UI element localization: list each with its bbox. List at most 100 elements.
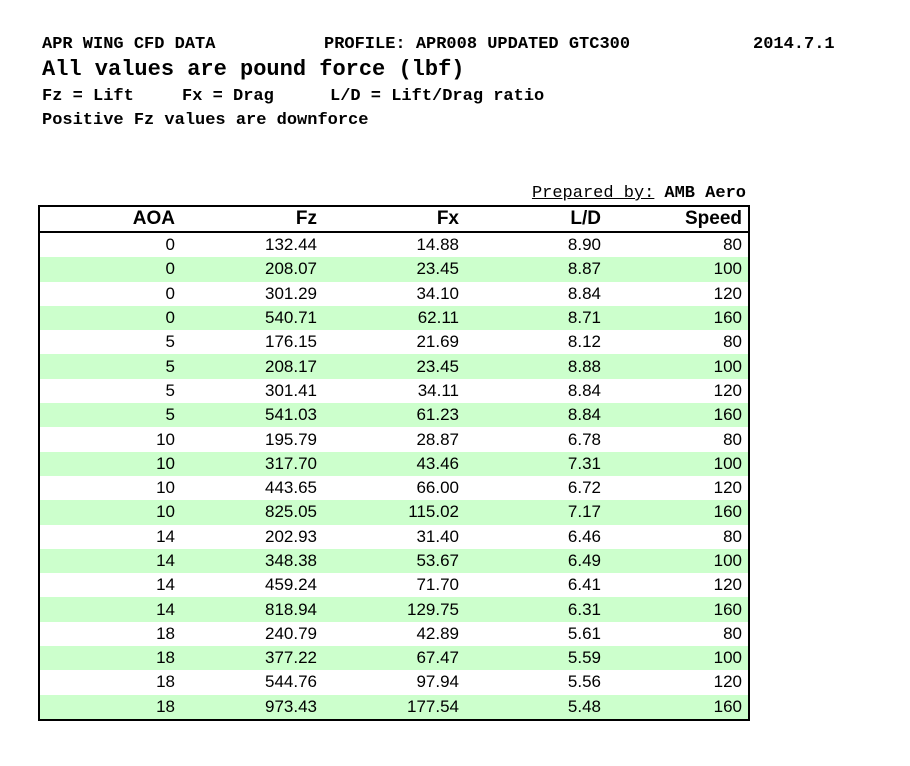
table-cell: 8.90 [567,235,601,255]
table-cell: 6.31 [567,599,601,619]
table-row: 14 459.24 71.70 6.41 120 [39,573,749,597]
table-cell: 10 [156,453,175,473]
table-cell: 18 [156,648,175,668]
table-row: 10 443.65 66.00 6.72 120 [39,476,749,500]
table-cell: 160 [713,696,742,716]
table-cell: 8.84 [567,283,601,303]
table-cell: 10 [156,429,175,449]
column-header-fz: Fz [181,206,323,233]
table-cell: 42.89 [416,623,459,643]
table-row: 14 818.94 129.75 6.31 160 [39,597,749,622]
table-cell: 97.94 [416,672,459,692]
table-cell: 10 [156,502,175,522]
table-cell: 6.49 [567,551,601,570]
table-cell: 5 [165,405,175,425]
table-cell: 14.88 [416,235,459,255]
table-cell: 541.03 [265,405,317,425]
table-cell: 7.17 [567,502,601,522]
table-cell: 34.10 [416,283,459,303]
prepared-by-label: Prepared by: [531,184,655,203]
table-cell: 825.05 [265,502,317,522]
table-cell: 6.46 [567,526,601,546]
table-cell: 8.71 [567,308,601,328]
table-cell: 5.56 [567,672,601,692]
column-header-fx: Fx [323,206,465,233]
table-row: 5 301.41 34.11 8.84 120 [39,379,749,403]
table-cell: 14 [156,599,175,619]
doc-title: APR WING CFD DATA [42,35,216,54]
table-cell: 34.11 [417,380,459,400]
table-cell: 8.87 [567,259,601,279]
table-cell: 160 [713,599,742,619]
table-row: 0 540.71 62.11 8.71 160 [39,305,749,331]
table-cell: 14 [156,551,175,570]
table-cell: 120 [713,283,742,303]
table-row: 5 176.15 21.69 8.12 80 [39,330,749,354]
table-row: 10 317.70 43.46 7.31 100 [39,451,749,476]
legend-fz: Fz = Lift [42,87,134,106]
table-cell: 80 [723,332,742,352]
prepared-by-line: Prepared by: AMB Aero [38,184,746,203]
table-cell: 0 [165,283,175,303]
table-cell: 195.79 [265,429,317,449]
column-header-l-d: L/D [465,206,607,233]
table-row: 18 973.43 177.54 5.48 160 [39,694,749,720]
table-cell: 208.07 [265,259,317,279]
table-cell: 818.94 [265,599,317,619]
table-cell: 18 [156,623,175,643]
table-cell: 100 [713,551,742,570]
table-cell: 100 [713,648,742,668]
table-cell: 544.76 [265,672,317,692]
column-header-speed: Speed [607,206,749,233]
table-cell: 5 [165,380,175,400]
table-cell: 100 [713,259,742,279]
table-cell: 202.93 [265,526,317,546]
table-cell: 120 [713,672,742,692]
table-cell: 61.23 [416,405,459,425]
table-cell: 459.24 [265,575,317,595]
units-note: All values are pound force (lbf) [42,57,465,82]
doc-date: 2014.7.1 [753,35,835,54]
table-cell: 540.71 [265,308,317,328]
table-cell: 80 [723,235,742,255]
cfd-table-container: AOA Fz Fx L/D Speed 0 132.44 14.88 8.90 80 0 208.0… [38,205,750,721]
table-cell: 8.12 [567,332,601,352]
table-cell: 208.17 [265,356,317,376]
table-cell: 377.22 [265,648,317,668]
table-header-row: AOA Fz Fx L/D Speed [39,206,749,233]
table-row: 14 202.93 31.40 6.46 80 [39,525,749,549]
table-cell: 8.88 [567,356,601,376]
table-cell: 132.44 [265,235,317,255]
prepared-by-value: AMB Aero [664,184,746,203]
table-cell: 5.48 [567,696,601,716]
column-header-aoa: AOA [39,206,181,233]
table-cell: 973.43 [265,696,317,716]
table-cell: 100 [713,453,742,473]
table-cell: 176.15 [265,332,317,352]
table-cell: 0 [165,235,175,255]
table-cell: 6.72 [567,478,601,498]
table-row: 5 541.03 61.23 8.84 160 [39,403,749,428]
table-cell: 100 [713,356,742,376]
table-cell: 80 [723,526,742,546]
table-cell: 301.41 [265,380,317,400]
table-cell: 120 [713,478,742,498]
table-cell: 67.47 [416,648,459,668]
table-cell: 5 [165,356,175,376]
table-cell: 0 [165,308,175,328]
table-cell: 120 [713,380,742,400]
table-cell: 115.02 [408,502,459,522]
table-cell: 5.59 [567,648,601,668]
legend-fx: Fx = Drag [182,87,274,106]
table-row: 14 348.38 53.67 6.49 100 [39,548,749,574]
table-cell: 0 [165,259,175,279]
table-cell: 80 [723,623,742,643]
table-cell: 53.67 [416,551,459,570]
table-cell: 18 [156,672,175,692]
table-cell: 443.65 [265,478,317,498]
table-cell: 240.79 [265,623,317,643]
table-cell: 8.84 [567,405,601,425]
table-cell: 66.00 [416,478,459,498]
table-cell: 8.84 [567,380,601,400]
